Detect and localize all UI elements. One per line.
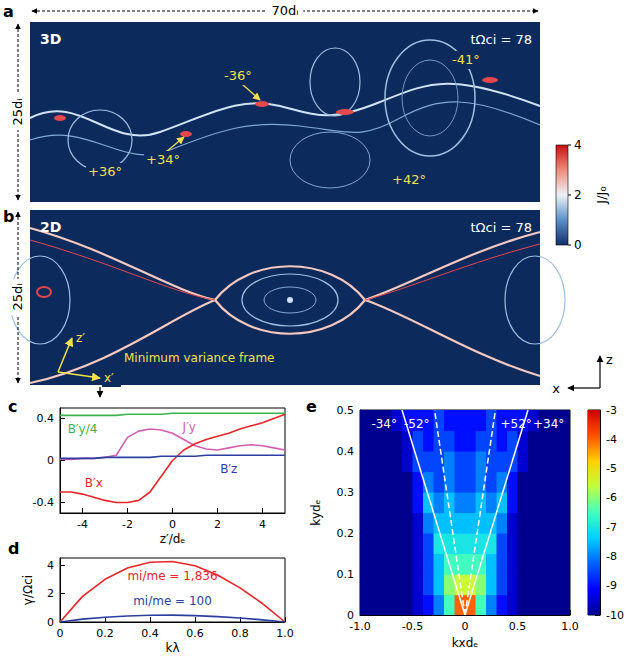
svg-text:-52°: -52° [404, 417, 430, 431]
svg-text:d: d [8, 539, 19, 558]
svg-text:2: 2 [214, 518, 221, 531]
svg-text:0.5: 0.5 [509, 620, 527, 633]
svg-text:e: e [306, 398, 317, 416]
svg-text:tΩci = 78: tΩci = 78 [471, 220, 533, 235]
svg-text:x′: x′ [104, 371, 114, 385]
svg-text:2: 2 [47, 587, 54, 600]
svg-text:0.6: 0.6 [186, 627, 204, 640]
svg-text:b: b [3, 207, 14, 226]
svg-text:4: 4 [259, 518, 266, 531]
svg-text:1.0: 1.0 [276, 627, 294, 640]
svg-text:+36°: +36° [88, 164, 122, 179]
svg-text:+42°: +42° [392, 172, 426, 187]
svg-text:-4: -4 [77, 518, 88, 531]
svg-text:0.4: 0.4 [37, 412, 55, 425]
svg-text:+52°: +52° [500, 417, 531, 431]
svg-text:0.2: 0.2 [337, 527, 355, 540]
svg-text:2D: 2D [40, 219, 61, 235]
svg-text:-2: -2 [122, 518, 133, 531]
svg-text:25dᵢ: 25dᵢ [10, 283, 25, 310]
svg-text:-36°: -36° [224, 68, 252, 83]
svg-text:z: z [606, 352, 613, 367]
svg-text:-0.5: -0.5 [402, 620, 423, 633]
svg-text:kydₑ: kydₑ [309, 499, 323, 525]
svg-text:0.1: 0.1 [337, 568, 355, 581]
svg-text:tΩci = 78: tΩci = 78 [471, 32, 533, 47]
svg-text:70dᵢ: 70dᵢ [271, 3, 298, 18]
svg-text:J/J₀: J/J₀ [594, 186, 609, 204]
svg-text:J′y: J′y [182, 420, 196, 434]
svg-text:-34°: -34° [371, 417, 397, 431]
svg-text:-10: -10 [606, 609, 624, 622]
svg-text:0: 0 [169, 518, 176, 531]
svg-text:0: 0 [57, 627, 64, 640]
svg-text:0.5: 0.5 [337, 404, 355, 417]
svg-text:γ/Ωci: γ/Ωci [21, 575, 35, 605]
svg-text:0.4: 0.4 [337, 445, 355, 458]
svg-text:B′x: B′x [85, 476, 103, 490]
svg-text:c: c [8, 398, 17, 416]
svg-text:-0.4: -0.4 [33, 496, 54, 509]
svg-text:z′: z′ [76, 331, 85, 345]
svg-text:+34°: +34° [146, 152, 180, 167]
svg-text:0.3: 0.3 [337, 486, 355, 499]
svg-text:Minimum variance frame: Minimum variance frame [124, 351, 275, 365]
svg-text:-9: -9 [606, 579, 617, 592]
svg-text:0.2: 0.2 [96, 627, 114, 640]
svg-text:0.4: 0.4 [141, 627, 159, 640]
svg-text:+34°: +34° [533, 417, 564, 431]
svg-text:z′/dₑ: z′/dₑ [160, 532, 186, 546]
svg-text:-3: -3 [606, 404, 617, 417]
svg-text:0.8: 0.8 [231, 627, 249, 640]
svg-text:-5: -5 [606, 462, 617, 475]
svg-text:-41°: -41° [452, 52, 480, 67]
svg-text:B′z: B′z [220, 462, 237, 476]
svg-text:x: x [552, 381, 560, 396]
svg-text:4: 4 [574, 138, 582, 152]
svg-text:mi/me = 1,836: mi/me = 1,836 [127, 569, 217, 583]
svg-text:0: 0 [47, 616, 54, 629]
svg-text:0: 0 [347, 608, 354, 622]
svg-text:0: 0 [574, 238, 582, 252]
svg-text:a: a [3, 2, 14, 21]
svg-text:-4: -4 [606, 433, 617, 446]
svg-text:-7: -7 [606, 521, 617, 534]
svg-text:B′y/4: B′y/4 [68, 422, 98, 436]
svg-text:-6: -6 [606, 491, 617, 504]
svg-text:25dᵢ: 25dᵢ [10, 98, 25, 125]
svg-text:0: 0 [462, 620, 469, 633]
svg-text:mi/me = 100: mi/me = 100 [133, 594, 212, 608]
svg-text:-1.0: -1.0 [349, 620, 370, 633]
svg-text:1.0: 1.0 [561, 620, 579, 633]
svg-text:4: 4 [47, 559, 54, 572]
svg-text:-8: -8 [606, 550, 617, 563]
svg-text:2: 2 [574, 188, 582, 202]
svg-text:3D: 3D [40, 31, 61, 47]
svg-text:kxdₑ: kxdₑ [452, 636, 479, 650]
svg-text:0: 0 [47, 454, 54, 467]
svg-text:kλ: kλ [165, 641, 179, 655]
